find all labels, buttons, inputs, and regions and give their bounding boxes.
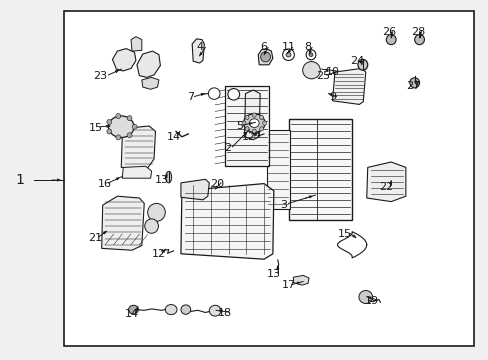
Polygon shape	[244, 90, 260, 140]
Ellipse shape	[181, 305, 190, 314]
Text: 19: 19	[364, 296, 378, 306]
Text: 16: 16	[98, 179, 112, 189]
Ellipse shape	[147, 203, 165, 221]
Text: 12: 12	[152, 249, 165, 259]
Text: 25: 25	[315, 71, 329, 81]
Text: 20: 20	[210, 179, 224, 189]
Text: 13: 13	[266, 269, 280, 279]
Polygon shape	[122, 166, 151, 178]
Ellipse shape	[262, 121, 266, 125]
Ellipse shape	[144, 219, 158, 233]
Polygon shape	[112, 49, 136, 71]
Text: 18: 18	[218, 308, 231, 318]
Text: 14: 14	[166, 132, 180, 142]
Polygon shape	[366, 162, 405, 202]
Ellipse shape	[116, 113, 121, 118]
Text: 10: 10	[325, 67, 339, 77]
Text: 26: 26	[381, 27, 395, 37]
Text: 9: 9	[328, 92, 335, 102]
Ellipse shape	[106, 120, 111, 125]
Text: 23: 23	[93, 71, 107, 81]
Text: 22: 22	[378, 182, 393, 192]
Ellipse shape	[108, 116, 134, 138]
Text: 24: 24	[349, 56, 364, 66]
Polygon shape	[293, 275, 308, 285]
Ellipse shape	[116, 135, 121, 140]
Ellipse shape	[165, 305, 177, 315]
Text: 8: 8	[304, 42, 311, 52]
Ellipse shape	[305, 50, 315, 60]
Text: 11: 11	[281, 42, 295, 52]
Ellipse shape	[259, 127, 263, 131]
Text: 5: 5	[236, 121, 243, 131]
Ellipse shape	[244, 115, 248, 120]
Ellipse shape	[128, 305, 138, 314]
Text: 3: 3	[280, 200, 286, 210]
Ellipse shape	[209, 305, 221, 316]
Text: 14: 14	[125, 309, 139, 319]
Ellipse shape	[252, 113, 256, 117]
Ellipse shape	[308, 53, 312, 57]
Polygon shape	[137, 51, 160, 77]
Text: 6: 6	[260, 42, 267, 52]
Ellipse shape	[409, 78, 419, 88]
Ellipse shape	[414, 35, 424, 45]
Bar	[266, 130, 289, 209]
Ellipse shape	[243, 114, 264, 132]
Text: 7: 7	[187, 92, 194, 102]
Ellipse shape	[165, 171, 171, 183]
Ellipse shape	[132, 124, 137, 129]
Polygon shape	[258, 49, 272, 65]
Text: 13: 13	[154, 175, 168, 185]
Ellipse shape	[106, 129, 111, 134]
Ellipse shape	[386, 35, 395, 45]
Text: 4: 4	[197, 42, 203, 52]
Text: 15: 15	[337, 229, 351, 239]
Ellipse shape	[244, 127, 248, 131]
Ellipse shape	[127, 116, 132, 121]
Ellipse shape	[227, 89, 239, 100]
Ellipse shape	[285, 53, 290, 57]
Polygon shape	[102, 196, 144, 250]
Ellipse shape	[252, 129, 256, 133]
Ellipse shape	[260, 52, 270, 62]
Text: 28: 28	[410, 27, 425, 37]
Text: 1: 1	[15, 173, 24, 187]
Polygon shape	[131, 37, 142, 51]
Text: 15: 15	[88, 123, 102, 133]
Polygon shape	[142, 77, 159, 89]
Ellipse shape	[357, 59, 367, 70]
Polygon shape	[332, 68, 365, 104]
Ellipse shape	[242, 121, 245, 125]
Polygon shape	[192, 39, 204, 63]
Ellipse shape	[358, 291, 372, 303]
Polygon shape	[121, 126, 155, 169]
Text: 21: 21	[88, 233, 102, 243]
Ellipse shape	[259, 115, 263, 120]
Text: 17: 17	[281, 280, 295, 290]
Ellipse shape	[282, 49, 294, 60]
Bar	[224, 86, 268, 166]
Text: 12: 12	[242, 132, 256, 142]
Ellipse shape	[127, 133, 132, 138]
Text: 27: 27	[405, 81, 420, 91]
Ellipse shape	[208, 88, 220, 99]
Text: 2: 2	[224, 143, 230, 153]
Polygon shape	[181, 179, 209, 200]
Bar	[63, 11, 473, 346]
Ellipse shape	[249, 119, 259, 127]
Bar	[288, 119, 351, 220]
Polygon shape	[181, 184, 273, 259]
Ellipse shape	[302, 62, 320, 79]
